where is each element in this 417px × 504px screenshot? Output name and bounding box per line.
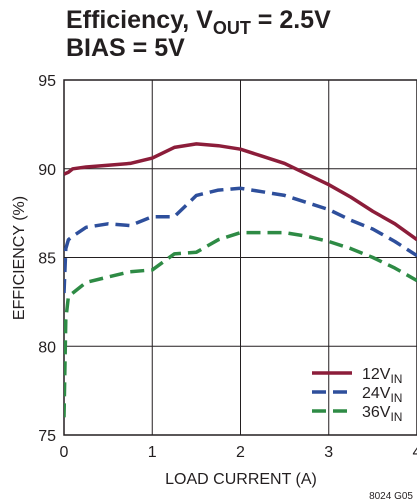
x-tick-labels: 0 1 2 3 4 <box>60 444 417 461</box>
figure-id: 8024 G05 <box>369 491 413 502</box>
y-tick-label: 95 <box>38 73 56 90</box>
plot-frame <box>63 79 417 436</box>
chart-title-line1: Efficiency, VOUT = 2.5V <box>66 6 331 38</box>
x-axis-label: LOAD CURRENT (A) <box>165 471 317 488</box>
series-group <box>64 142 417 418</box>
x-tick-label: 1 <box>148 444 157 461</box>
x-tick-label: 2 <box>236 444 245 461</box>
x-tick-label: 4 <box>413 444 417 461</box>
chart-title-line2: BIAS = 5V <box>66 34 185 62</box>
y-axis-label: EFFICIENCY (%) <box>11 196 28 320</box>
y-tick-label: 75 <box>38 428 56 445</box>
x-tick-label: 0 <box>60 444 69 461</box>
x-tick-label: 3 <box>324 444 333 461</box>
y-tick-labels: 75 80 85 90 95 <box>38 73 56 445</box>
y-tick-label: 80 <box>38 339 56 356</box>
legend-label: 12VIN <box>362 366 402 386</box>
legend-label: 24VIN <box>362 385 402 405</box>
legend-label: 36VIN <box>362 404 402 424</box>
series-line-36v <box>64 230 417 418</box>
y-tick-label: 85 <box>38 251 56 268</box>
y-tick-label: 90 <box>38 162 56 179</box>
series-line-12v <box>64 142 417 242</box>
